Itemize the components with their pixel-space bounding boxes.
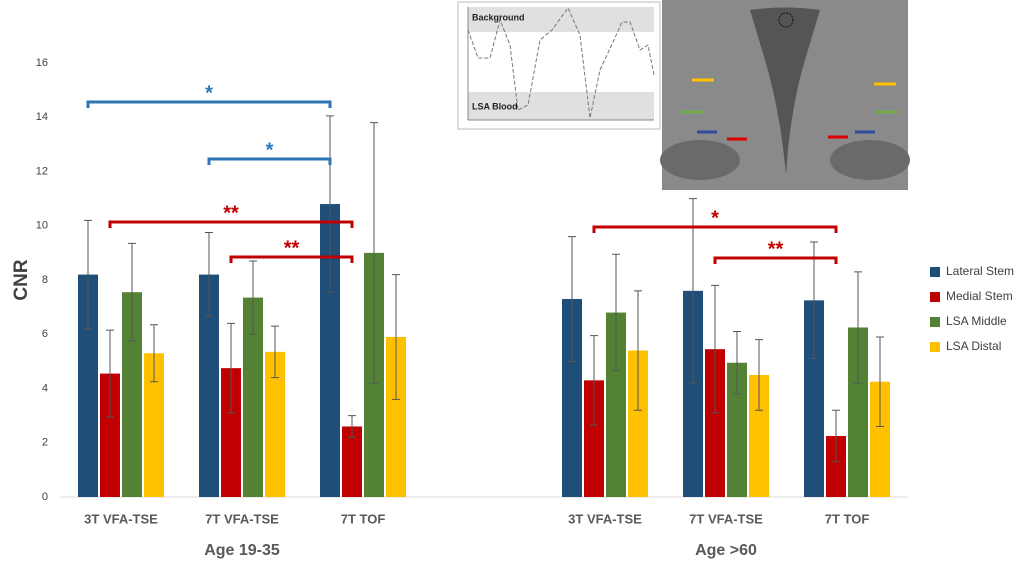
legend-swatch [930,317,940,327]
y-tick-label: 10 [36,220,48,232]
y-tick-label: 16 [36,57,48,69]
significance-label: ** [768,238,784,260]
legend-label: Lateral Stem [946,264,1014,278]
y-tick-label: 0 [42,491,48,503]
y-tick-label: 8 [42,274,48,286]
y-tick-label: 14 [36,111,48,123]
legend-label: Medial Stem [946,289,1013,303]
significance-label: ** [284,237,300,259]
x-tick-label: 3T VFA-TSE [568,511,642,526]
legend-swatch [930,267,940,277]
y-tick-label: 4 [42,382,48,394]
legend-label: LSA Middle [946,314,1007,328]
significance-label: * [266,139,274,161]
significance-label: * [205,82,213,104]
y-tick-label: 2 [42,437,48,449]
y-axis-label: CNR [11,259,32,300]
significance-label: ** [223,202,239,224]
group-label: Age >60 [695,542,757,559]
inset-band-label: Background [472,12,525,22]
legend-swatch [930,342,940,352]
x-tick-label: 7T TOF [825,511,870,526]
significance-label: * [711,207,719,229]
x-tick-label: 7T VFA-TSE [689,511,763,526]
x-tick-label: 7T TOF [341,511,386,526]
x-tick-label: 7T VFA-TSE [205,511,279,526]
legend-swatch [930,292,940,302]
legend-label: LSA Distal [946,339,1001,353]
inset-band-label: LSA Blood [472,101,518,111]
y-tick-label: 6 [42,328,48,340]
x-tick-label: 3T VFA-TSE [84,511,158,526]
inset-mri [660,0,910,190]
group-label: Age 19-35 [204,542,280,559]
chart: CNR Background LSA Blood 0 2 4 6 8 10 12 14 16 3T… [0,0,1023,568]
inset-profile: Background LSA Blood [458,2,660,129]
y-tick-label: 12 [36,165,48,177]
